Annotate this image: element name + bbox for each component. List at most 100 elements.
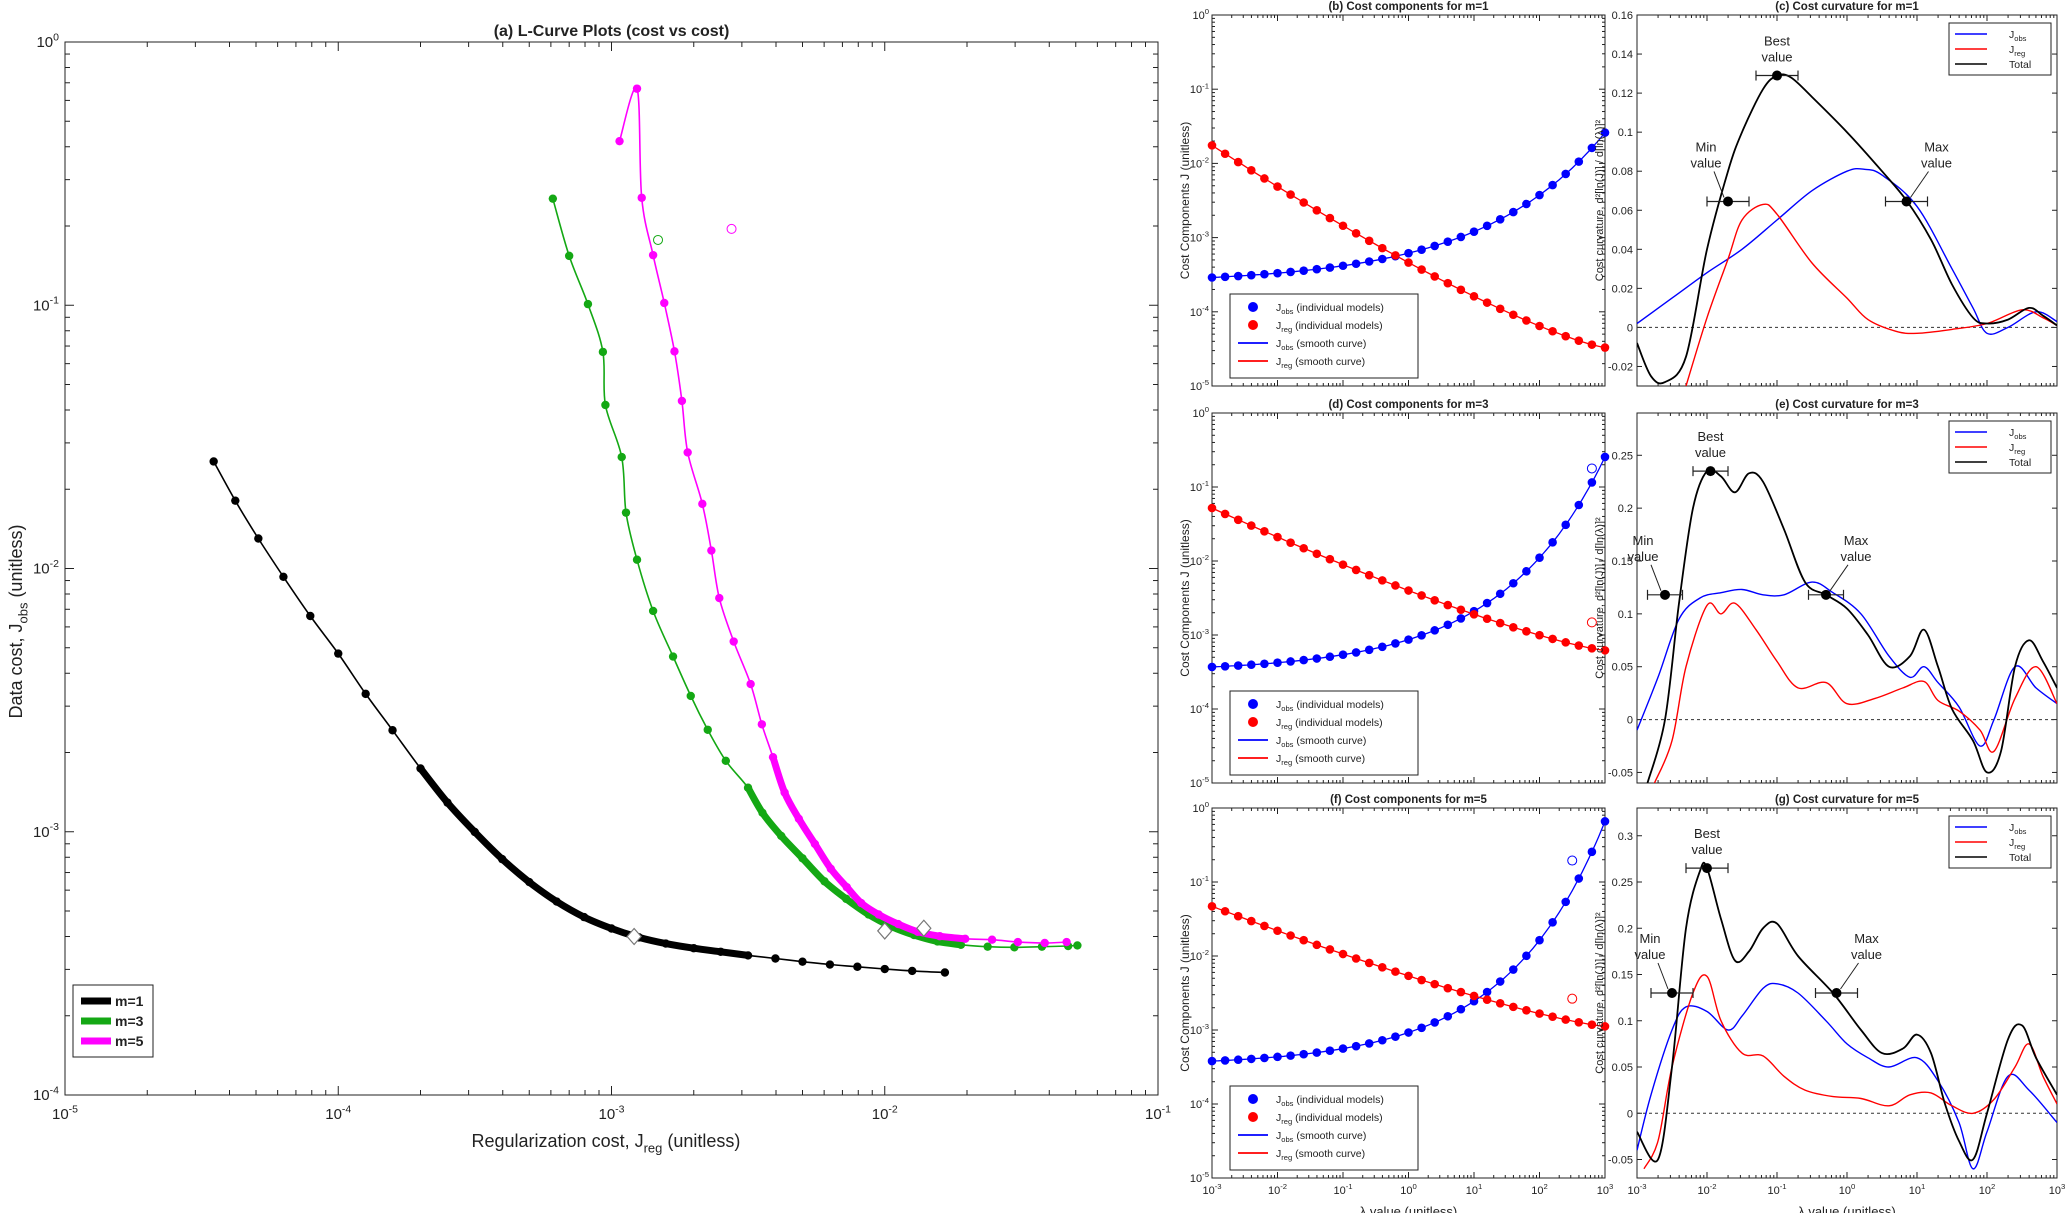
y-tick-label: 0.2 [1618, 503, 1633, 515]
data-point-reg [1312, 549, 1322, 559]
y-tick-label: 0.25 [1612, 450, 1633, 462]
data-point-m1 [825, 960, 835, 969]
data-point-reg [1378, 243, 1387, 253]
data-point-m1 [798, 957, 807, 966]
panel-title: (b) Cost components for m=1 [1328, 1, 1489, 13]
data-point-reg [1273, 182, 1282, 191]
data-point-reg [1391, 581, 1400, 590]
data-point-obs [1456, 614, 1466, 623]
data-point-reg [1404, 971, 1413, 981]
data-point-reg [1220, 509, 1230, 519]
data-point-obs [1443, 1011, 1453, 1021]
curve-total [1637, 73, 2057, 385]
marker-label: value [1627, 549, 1658, 564]
data-point-reg [1351, 954, 1361, 963]
data-point-obs [1548, 918, 1557, 927]
data-point-reg [1351, 565, 1361, 575]
data-point-reg [1207, 141, 1217, 150]
data-point-obs [1417, 245, 1426, 255]
x-axis-label: Regularization cost, Jreg (unitless) [472, 1131, 741, 1155]
data-point-m5 [1062, 937, 1071, 947]
legend: Jobs (individual models) Jreg (individual… [1229, 293, 1419, 379]
data-point-m5 [677, 396, 687, 406]
marker-label: value [1921, 155, 1952, 170]
y-tick-label: 10-5 [1190, 378, 1209, 393]
legend-label: m=3 [115, 1013, 144, 1029]
y-tick-label: 100 [36, 31, 59, 51]
data-point-reg [1430, 596, 1439, 605]
legend-label: Jobs (smooth curve) [1276, 735, 1366, 749]
marker-leader-line [1713, 171, 1725, 198]
data-point-m1 [279, 572, 288, 581]
data-point-reg [1391, 251, 1400, 260]
y-tick-label: 0.06 [1612, 205, 1633, 217]
y-tick-label: 0.04 [1612, 244, 1633, 256]
data-point-m3 [621, 508, 631, 517]
data-point-m3 [1073, 941, 1082, 950]
data-point-obs [1364, 257, 1374, 266]
data-point-obs [1247, 660, 1256, 670]
data-point-reg [1469, 292, 1479, 301]
y-tick-label: 0.25 [1612, 877, 1633, 889]
data-point-reg [1535, 630, 1544, 640]
curve-reg [1685, 203, 2057, 386]
data-point-obs [1325, 1046, 1335, 1056]
data-point-obs [1220, 272, 1230, 282]
data-point-m1 [579, 912, 589, 922]
legend-label: Jobs (individual models) [1276, 699, 1384, 713]
y-tick-label: 0 [1627, 322, 1633, 334]
y-tick-label: 10-2 [1190, 155, 1209, 170]
y-tick-label: 100 [1192, 800, 1209, 815]
data-point-obs [1207, 1056, 1217, 1066]
data-point-reg [1443, 278, 1453, 288]
data-point-reg [1220, 149, 1230, 159]
y-tick-label: -0.05 [1608, 1155, 1633, 1167]
data-point-obs [1561, 169, 1570, 179]
x-tick-label: 100 [1400, 1182, 1417, 1197]
x-tick-label: 10-1 [1767, 1182, 1786, 1197]
data-point-m5 [842, 882, 851, 892]
data-point-m3 [820, 877, 829, 886]
data-point-obs [1220, 1056, 1230, 1065]
legend-label: Jreg (individual models) [1276, 717, 1383, 731]
data-point-obs [1364, 645, 1374, 655]
data-point-reg [1535, 1009, 1544, 1018]
data-point-reg [1286, 538, 1295, 547]
data-point-reg [1522, 627, 1531, 636]
y-tick-label: -0.05 [1608, 767, 1633, 779]
data-point-m5 [893, 919, 903, 929]
data-point-m3 [564, 251, 574, 261]
legend: m=1 m=3 m=5 [72, 984, 154, 1058]
legend-label: m=5 [115, 1033, 144, 1049]
data-point-obs [1247, 1054, 1256, 1064]
data-point-obs [1247, 270, 1256, 280]
best-value-marker [876, 922, 893, 940]
data-point-reg [1469, 610, 1479, 619]
data-point-obs [1561, 520, 1570, 530]
marker-point [1705, 466, 1716, 477]
data-point-m5 [757, 720, 767, 729]
data-point-obs [1233, 271, 1243, 281]
curve-obs [1637, 982, 2057, 1170]
data-point-obs [1286, 657, 1295, 666]
y-tick-label: 100 [1192, 7, 1209, 22]
x-tick-label: 103 [1597, 1182, 1614, 1197]
data-point-reg [1260, 174, 1269, 183]
data-point-obs [1430, 241, 1439, 251]
legend-label: Jobs (smooth curve) [1276, 338, 1366, 352]
data-point-m5 [961, 934, 970, 944]
y-tick-label: 0.14 [1612, 49, 1633, 61]
data-point-reg [1417, 265, 1426, 274]
y-axis-label: Cost curvature, d²[ln(J)] / d[ln(λ)]² [1594, 517, 1606, 679]
y-tick-label: 0.1 [1618, 609, 1633, 621]
curves [1637, 861, 2057, 1170]
data-point-m3 [743, 783, 753, 792]
smooth-curve-reg [1211, 507, 1606, 652]
x-tick-label: 10-2 [1268, 1182, 1287, 1197]
data-point-reg [1417, 591, 1426, 600]
smooth-curve-reg [1211, 905, 1606, 1028]
legend-swatch-obs [1248, 1094, 1258, 1104]
data-point-reg [1220, 906, 1230, 916]
